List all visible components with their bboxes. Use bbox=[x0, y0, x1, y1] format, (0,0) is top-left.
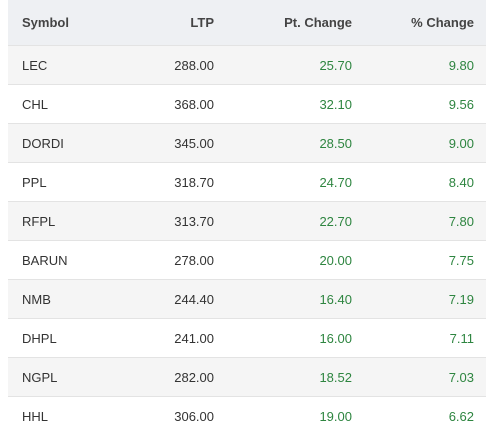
table-cell: 288.00 bbox=[122, 46, 214, 85]
table-cell: 24.70 bbox=[214, 163, 352, 202]
table-cell: 18.52 bbox=[214, 358, 352, 397]
table-cell: 25.70 bbox=[214, 46, 352, 85]
table-cell: 16.40 bbox=[214, 280, 352, 319]
table-cell: 244.40 bbox=[122, 280, 214, 319]
table-cell: 306.00 bbox=[122, 397, 214, 435]
column-header: LTP bbox=[122, 0, 214, 46]
table-cell: NMB bbox=[8, 280, 122, 319]
table-cell: 20.00 bbox=[214, 241, 352, 280]
table-cell: PPL bbox=[8, 163, 122, 202]
column-header: Symbol bbox=[8, 0, 122, 46]
table-cell: DHPL bbox=[8, 319, 122, 358]
table-cell: 368.00 bbox=[122, 85, 214, 124]
table-cell: 22.70 bbox=[214, 202, 352, 241]
table-cell: 313.70 bbox=[122, 202, 214, 241]
table-cell: RFPL bbox=[8, 202, 122, 241]
table-cell: 32.10 bbox=[214, 85, 352, 124]
table-cell: BARUN bbox=[8, 241, 122, 280]
table-cell: 282.00 bbox=[122, 358, 214, 397]
table-cell: LEC bbox=[8, 46, 122, 85]
table-cell: 7.75 bbox=[352, 241, 486, 280]
table-cell: HHL bbox=[8, 397, 122, 435]
table-cell: 6.62 bbox=[352, 397, 486, 435]
table-cell: 7.19 bbox=[352, 280, 486, 319]
table-cell: 16.00 bbox=[214, 319, 352, 358]
table-cell: DORDI bbox=[8, 124, 122, 163]
table-cell: 28.50 bbox=[214, 124, 352, 163]
column-header: Pt. Change bbox=[214, 0, 352, 46]
table-cell: 19.00 bbox=[214, 397, 352, 435]
table-cell: 278.00 bbox=[122, 241, 214, 280]
column-header: % Change bbox=[352, 0, 486, 46]
table-cell: 7.03 bbox=[352, 358, 486, 397]
table-cell: 7.11 bbox=[352, 319, 486, 358]
table-cell: 241.00 bbox=[122, 319, 214, 358]
table-cell: NGPL bbox=[8, 358, 122, 397]
table-cell: 9.00 bbox=[352, 124, 486, 163]
table-cell: 345.00 bbox=[122, 124, 214, 163]
table-cell: 318.70 bbox=[122, 163, 214, 202]
table-cell: CHL bbox=[8, 85, 122, 124]
table-cell: 7.80 bbox=[352, 202, 486, 241]
table-cell: 9.80 bbox=[352, 46, 486, 85]
table-cell: 9.56 bbox=[352, 85, 486, 124]
table-cell: 8.40 bbox=[352, 163, 486, 202]
